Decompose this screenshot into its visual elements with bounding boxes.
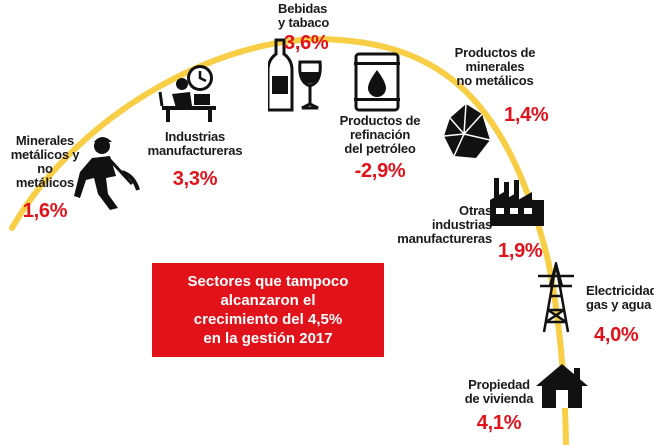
sector-name: Propiedad de vivienda bbox=[464, 377, 534, 406]
sector-name: Electricidad, gas y agua bbox=[586, 283, 654, 312]
sector-name: Otras industrias manufactureras bbox=[397, 203, 492, 246]
sector-bebidas: Bebidas y tabaco 3,6% bbox=[278, 1, 358, 55]
sector-otras-industrias: Otras industrias manufactureras 1,9% bbox=[392, 203, 542, 263]
sector-value: 4,0% bbox=[594, 324, 639, 346]
sector-industrias-manufactureras: Industrias manufactureras 3,3% bbox=[140, 129, 250, 191]
desk-worker-clock-icon bbox=[158, 65, 216, 122]
bottle-wine-glass-icon bbox=[268, 38, 322, 112]
sector-propiedad-vivienda: Propiedad de vivienda 4,1% bbox=[464, 377, 534, 435]
sector-value: 1,9% bbox=[498, 240, 543, 262]
sector-name: Industrias manufactureras bbox=[147, 129, 243, 158]
sector-name: Minerales metálicos y no metálicos bbox=[10, 133, 80, 190]
sector-refinacion: Productos de refinación del petróleo -2,… bbox=[330, 113, 430, 183]
sector-electricidad: Electricidad, gas y agua 4,0% bbox=[586, 283, 654, 347]
sector-value: 3,6% bbox=[284, 32, 329, 54]
oil-barrel-icon bbox=[354, 52, 400, 112]
sector-value: -2,9% bbox=[354, 160, 406, 182]
power-tower-icon bbox=[538, 262, 574, 333]
sector-value: 1,4% bbox=[504, 104, 549, 126]
sector-value: 1,6% bbox=[22, 200, 68, 222]
sector-name: Productos de minerales no metálicos bbox=[454, 45, 536, 88]
miner-pickaxe-icon bbox=[74, 137, 140, 210]
callout-box: Sectores que tampoco alcanzaron el creci… bbox=[152, 263, 384, 357]
sector-value: 4,1% bbox=[476, 412, 522, 434]
house-icon bbox=[536, 364, 588, 408]
sector-name: Productos de refinación del petróleo bbox=[339, 113, 421, 156]
sector-minerales-no-metalicos: Productos de minerales no metálicos 1,4% bbox=[440, 45, 550, 127]
sector-name: Bebidas y tabaco bbox=[278, 1, 330, 30]
sector-value: 3,3% bbox=[172, 168, 218, 190]
mineral-crystal-icon bbox=[443, 103, 491, 158]
factory-icon bbox=[490, 178, 544, 226]
sector-minerales: Minerales metálicos y no metálicos 1,6% bbox=[10, 133, 80, 223]
